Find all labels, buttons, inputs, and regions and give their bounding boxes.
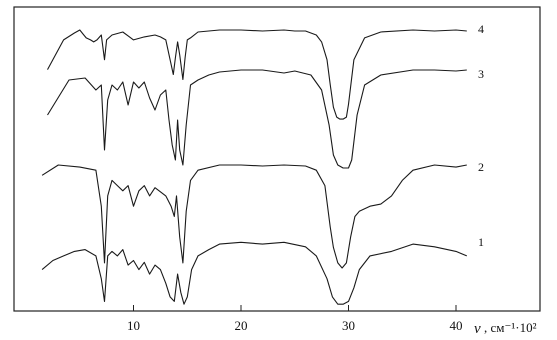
- spectrum-curve-4: [47, 29, 467, 120]
- curve-label-3: 3: [478, 67, 484, 81]
- spectrum-curves: [41, 29, 468, 305]
- x-tick-label-30: 30: [342, 318, 355, 333]
- x-axis-symbol: ν: [474, 321, 481, 337]
- plot-frame: [13, 6, 541, 312]
- spectrum-curve-3: [47, 69, 467, 169]
- x-axis-ticks: 10 20 30 40: [127, 305, 463, 333]
- x-tick-label-10: 10: [127, 318, 140, 333]
- spectrum-curve-1: [41, 241, 468, 305]
- curve-labels: 4 3 2 1: [478, 22, 484, 249]
- curve-label-1: 1: [478, 235, 484, 249]
- x-axis-unit: , см⁻¹·10²: [484, 320, 537, 335]
- x-tick-label-20: 20: [235, 318, 248, 333]
- spectrum-curve-2: [41, 164, 467, 269]
- curve-label-2: 2: [478, 160, 484, 174]
- curve-label-4: 4: [478, 22, 484, 36]
- x-tick-label-40: 40: [450, 318, 463, 333]
